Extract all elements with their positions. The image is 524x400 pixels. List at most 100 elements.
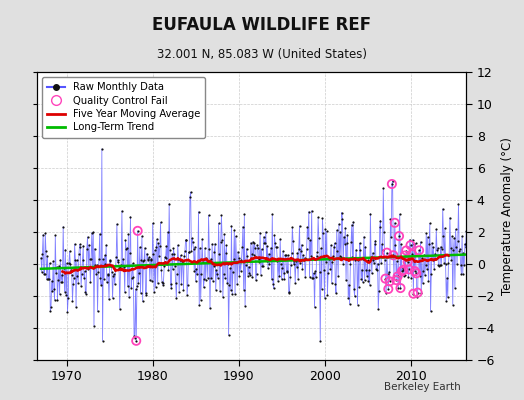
Point <box>458 271 467 277</box>
Point <box>380 229 388 236</box>
Point <box>173 271 181 278</box>
Point <box>93 262 101 268</box>
Point <box>84 266 92 272</box>
Point <box>70 241 79 247</box>
Point <box>241 302 249 309</box>
Point <box>48 278 56 284</box>
Point <box>93 308 102 315</box>
Point <box>384 286 392 292</box>
Point <box>154 280 162 286</box>
Point <box>448 233 456 240</box>
Point <box>138 233 146 239</box>
Point <box>386 278 394 284</box>
Point <box>255 259 263 265</box>
Point <box>172 295 181 301</box>
Point <box>95 230 104 237</box>
Point <box>390 220 399 226</box>
Point <box>411 268 419 274</box>
Point <box>284 252 292 258</box>
Point <box>66 261 74 267</box>
Point <box>335 253 344 260</box>
Point <box>112 254 121 260</box>
Point <box>388 181 396 187</box>
Point <box>76 244 84 250</box>
Point <box>406 236 414 243</box>
Point <box>276 236 285 242</box>
Point <box>227 223 236 229</box>
Point <box>386 278 394 284</box>
Point <box>402 247 410 254</box>
Point <box>127 285 135 291</box>
Point <box>244 273 252 279</box>
Point <box>134 228 142 234</box>
Point <box>268 211 277 217</box>
Point <box>421 272 429 278</box>
Point <box>314 235 323 241</box>
Point <box>413 290 422 296</box>
Point <box>145 254 154 261</box>
Point <box>272 244 281 250</box>
Point <box>128 260 137 267</box>
Text: Berkeley Earth: Berkeley Earth <box>385 382 461 392</box>
Point <box>243 252 252 259</box>
Point <box>217 212 226 218</box>
Point <box>368 270 376 276</box>
Point <box>306 237 314 244</box>
Point <box>456 246 464 252</box>
Legend: Raw Monthly Data, Quality Control Fail, Five Year Moving Average, Long-Term Tren: Raw Monthly Data, Quality Control Fail, … <box>42 77 205 138</box>
Point <box>403 254 411 261</box>
Point <box>178 258 186 264</box>
Point <box>362 266 370 273</box>
Point <box>409 236 417 243</box>
Point <box>405 266 413 272</box>
Point <box>411 268 419 274</box>
Point <box>368 250 377 256</box>
Point <box>205 246 213 252</box>
Point <box>82 291 90 297</box>
Point <box>271 244 280 250</box>
Point <box>210 262 218 269</box>
Point <box>376 217 385 224</box>
Point <box>464 257 472 264</box>
Point <box>334 272 342 279</box>
Point <box>343 240 351 246</box>
Point <box>256 230 264 236</box>
Point <box>130 333 138 339</box>
Point <box>347 222 356 228</box>
Point <box>132 286 140 293</box>
Point <box>85 242 93 248</box>
Point <box>333 227 341 234</box>
Point <box>62 260 71 266</box>
Point <box>464 273 473 280</box>
Point <box>372 266 380 273</box>
Point <box>310 270 318 276</box>
Point <box>285 289 293 295</box>
Point <box>374 306 383 312</box>
Point <box>404 274 412 280</box>
Point <box>92 270 100 277</box>
Point <box>460 250 468 256</box>
Point <box>103 279 111 286</box>
Point <box>337 254 345 260</box>
Point <box>394 273 402 280</box>
Point <box>462 228 471 234</box>
Point <box>274 278 282 284</box>
Point <box>420 252 428 258</box>
Point <box>58 278 67 285</box>
Point <box>300 254 309 261</box>
Point <box>139 258 148 264</box>
Point <box>184 249 193 256</box>
Point <box>113 259 122 266</box>
Text: EUFAULA WILDLIFE REF: EUFAULA WILDLIFE REF <box>152 16 372 34</box>
Point <box>239 223 247 230</box>
Point <box>108 268 116 275</box>
Point <box>50 297 59 303</box>
Point <box>287 262 295 268</box>
Point <box>202 276 210 283</box>
Point <box>410 241 418 247</box>
Point <box>59 223 68 230</box>
Point <box>379 185 387 192</box>
Point <box>454 238 462 244</box>
Point <box>220 270 228 277</box>
Point <box>344 295 353 301</box>
